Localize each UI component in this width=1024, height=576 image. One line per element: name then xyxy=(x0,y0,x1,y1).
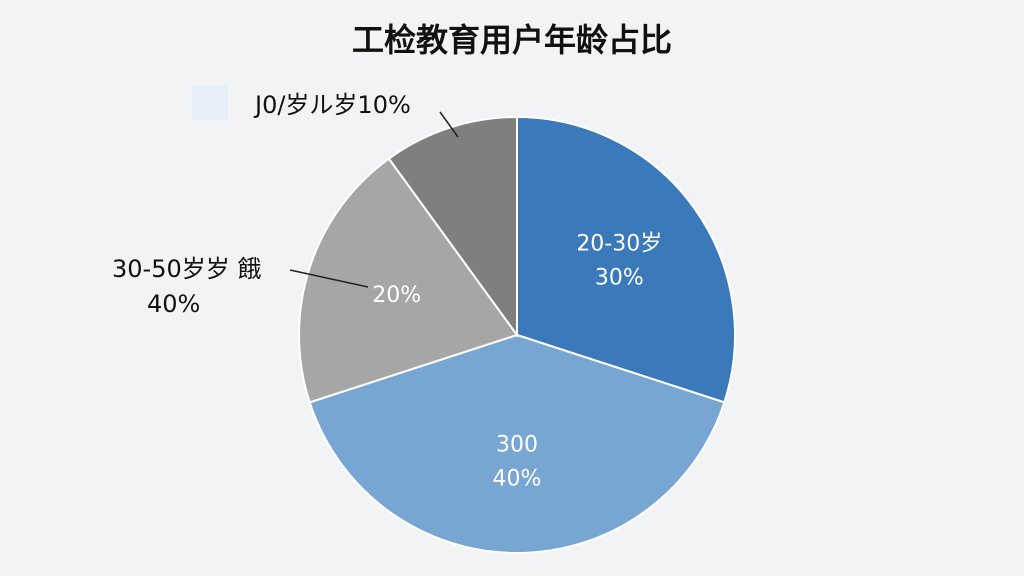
slice-category-label: 20-30岁 xyxy=(576,232,662,257)
legend-swatch xyxy=(192,86,228,120)
slice-value-label: 20% xyxy=(372,283,421,308)
slice-value-label: 30% xyxy=(595,266,644,291)
pie-slice xyxy=(308,333,726,554)
pie-slice xyxy=(387,115,518,339)
slice-value-label: 40% xyxy=(493,466,542,491)
annotation: 30-50岁岁 餓 xyxy=(112,255,261,283)
pie-slice xyxy=(516,115,736,404)
chart-title: 工检教育用户年龄占比 xyxy=(352,21,672,59)
leader-line xyxy=(439,111,459,138)
annotation: J0/岁ル岁10% xyxy=(253,91,411,119)
pie-slice xyxy=(298,157,519,404)
slice-category-label: 300 xyxy=(496,432,538,457)
leader-line xyxy=(289,269,369,288)
annotation: 40% xyxy=(147,290,200,318)
